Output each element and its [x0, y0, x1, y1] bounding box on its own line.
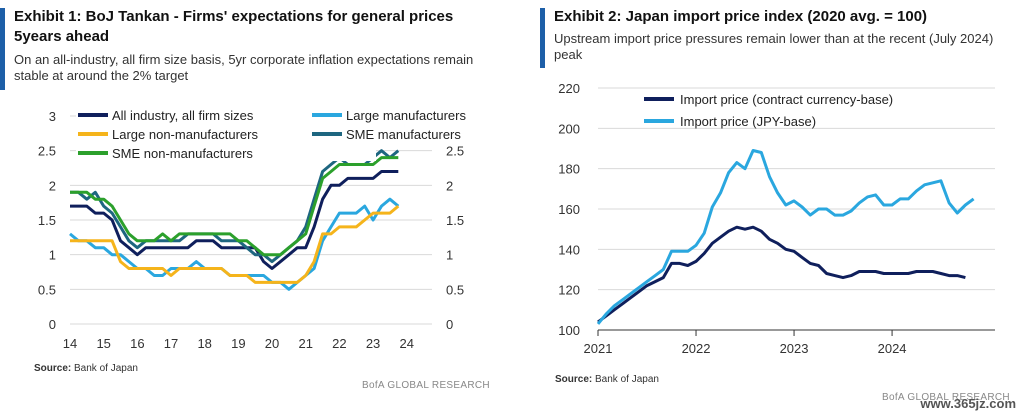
- x-tick-label: 23: [366, 336, 380, 351]
- legend-bg: [310, 107, 512, 123]
- title-accent-bar: [0, 8, 5, 90]
- exhibit-1-panel: Exhibit 1: BoJ Tankan - Firms' expectati…: [0, 8, 512, 391]
- legend-label: Large non-manufacturers: [112, 127, 258, 142]
- x-tick-label: 14: [63, 336, 77, 351]
- y-tick-label: 220: [558, 81, 580, 96]
- legend-label: SME manufacturers: [346, 127, 461, 142]
- y-tick-label-right: 1.5: [446, 213, 464, 228]
- title-accent-bar: [540, 8, 545, 68]
- source-label: Source:: [555, 374, 593, 385]
- y-tick-label: 200: [558, 121, 580, 136]
- legend-bg: [76, 145, 376, 161]
- source-text: Bank of Japan: [595, 374, 659, 385]
- y-tick-label-left: 0: [49, 317, 56, 332]
- exhibit-2-subtitle: Upstream import price pressures remain l…: [554, 31, 994, 62]
- exhibit-2-chart: 100 120 140 160 180 200 220 2021 2022 2023 2024 Imp…: [558, 81, 995, 356]
- legend-bg: [76, 126, 376, 142]
- source-text: Bank of Japan: [74, 363, 138, 374]
- series-line: [596, 149, 975, 325]
- series-line: [70, 170, 399, 270]
- x-tick-label: 17: [164, 336, 178, 351]
- exhibit-1-brand: BofA GLOBAL RESEARCH: [362, 380, 490, 391]
- exhibit-2-panel: Exhibit 2: Japan import price index (202…: [540, 0, 1024, 415]
- exhibit-1-chart: 000.50.5111.51.5222.52.53314151617181920…: [38, 107, 512, 351]
- x-tick-label: 16: [130, 336, 144, 351]
- y-tick-label-right: 2: [446, 178, 453, 193]
- legend-label: Import price (JPY-base): [680, 114, 816, 129]
- x-tick-label: 2024: [878, 341, 907, 356]
- source-label: Source:: [34, 363, 72, 374]
- y-tick-label: 140: [558, 242, 580, 257]
- y-tick-label: 160: [558, 202, 580, 217]
- y-tick-label-left: 2: [49, 178, 56, 193]
- y-tick-label-left: 2.5: [38, 144, 56, 159]
- x-tick-label: 18: [197, 336, 211, 351]
- legend-label: Import price (contract currency-base): [680, 92, 893, 107]
- x-tick-label: 21: [298, 336, 312, 351]
- y-tick-label-left: 1.5: [38, 213, 56, 228]
- series-line: [70, 156, 399, 257]
- exhibit-1-source: Source: Bank of Japan: [34, 363, 138, 374]
- legend-label: SME non-manufacturers: [112, 146, 253, 161]
- y-tick-label: 120: [558, 283, 580, 298]
- exhibit-1-title: Exhibit 1: BoJ Tankan - Firms' expectati…: [14, 8, 454, 45]
- y-tick-label-right: 1: [446, 248, 453, 263]
- x-tick-label: 22: [332, 336, 346, 351]
- y-tick-label-right: 0.5: [446, 282, 464, 297]
- x-tick-label: 2022: [682, 341, 711, 356]
- y-tick-label-left: 1: [49, 248, 56, 263]
- exhibit-2-brand: BofA GLOBAL RESEARCH: [882, 392, 1010, 403]
- legend-bg: [310, 126, 512, 142]
- x-tick-label: 2023: [780, 341, 809, 356]
- legend-label: Large manufacturers: [346, 108, 466, 123]
- y-tick-label-right: 2.5: [446, 144, 464, 159]
- series-line: [70, 149, 400, 264]
- y-tick-label-left: 0.5: [38, 282, 56, 297]
- x-tick-label: 15: [96, 336, 110, 351]
- x-tick-label: 2021: [584, 341, 613, 356]
- y-tick-label-left: 3: [49, 109, 56, 124]
- x-tick-label: 20: [265, 336, 279, 351]
- legend-label: All industry, all firm sizes: [112, 108, 254, 123]
- watermark: www.365jz.com: [920, 396, 1016, 411]
- exhibit-2-title: Exhibit 2: Japan import price index (202…: [554, 8, 928, 25]
- y-tick-label: 180: [558, 162, 580, 177]
- x-tick-label: 24: [400, 336, 414, 351]
- series-line: [597, 225, 966, 324]
- y-tick-label-right: 0: [446, 317, 453, 332]
- exhibit-2-source: Source: Bank of Japan: [555, 374, 659, 385]
- series-line: [70, 204, 400, 284]
- x-tick-label: 19: [231, 336, 245, 351]
- exhibit-1-subtitle: On an all-industry, all firm size basis,…: [14, 52, 474, 83]
- legend-bg: [76, 107, 376, 123]
- y-tick-label: 100: [558, 323, 580, 338]
